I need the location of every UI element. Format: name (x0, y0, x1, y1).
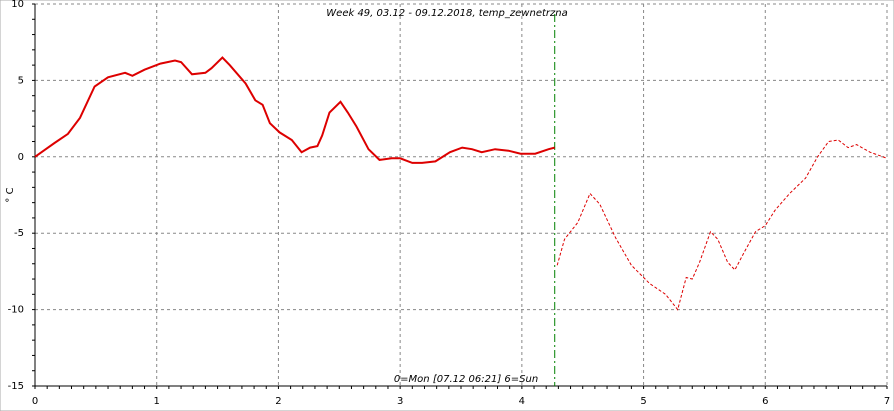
y-tick-label: 5 (18, 75, 24, 86)
y-tick-label: -10 (8, 305, 24, 316)
x-tick-label: 7 (884, 396, 890, 407)
chart-title: Week 49, 03.12 - 09.12.2018, temp_zewnet… (326, 8, 567, 19)
x-tick-label: 0 (32, 396, 38, 407)
x-axis-label: 0=Mon [07.12 06:21] 6=Sun (394, 374, 538, 385)
x-tick-label: 4 (519, 396, 525, 407)
y-tick-label: 10 (11, 0, 24, 10)
temperature-line (34, 56, 555, 164)
x-tick-label: 6 (762, 396, 768, 407)
x-tick-label: 5 (640, 396, 646, 407)
temperature-line (556, 139, 888, 311)
x-tick-label: 3 (397, 396, 403, 407)
y-tick-label: -15 (8, 381, 24, 392)
x-tick-label: 2 (275, 396, 281, 407)
x-tick-label: 1 (154, 396, 160, 407)
y-tick-label: 0 (18, 152, 24, 163)
y-axis-label: ° C (5, 187, 16, 202)
y-tick-label: -5 (14, 228, 24, 239)
